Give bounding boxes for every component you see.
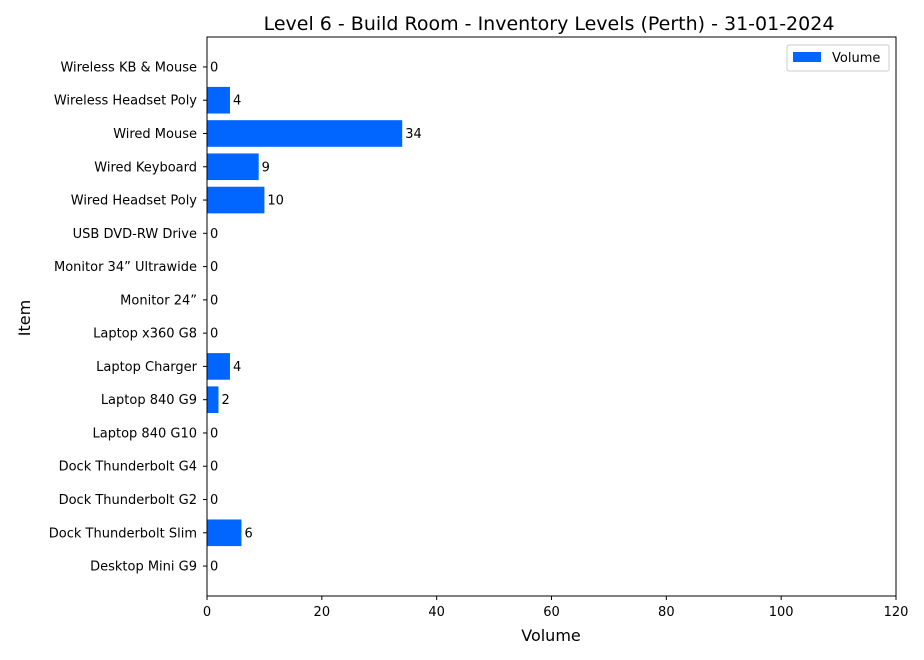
data-label: 2 bbox=[221, 393, 229, 408]
data-label: 0 bbox=[210, 426, 218, 441]
data-label: 0 bbox=[210, 227, 218, 242]
y-tick-label: Dock Thunderbolt G4 bbox=[59, 460, 197, 475]
x-tick-label: 100 bbox=[769, 605, 794, 620]
y-tick-label: Wired Headset Poly bbox=[71, 194, 198, 209]
data-label: 4 bbox=[233, 94, 241, 109]
x-tick-label: 20 bbox=[314, 605, 331, 620]
data-label: 0 bbox=[210, 493, 218, 508]
bar bbox=[207, 120, 403, 147]
x-tick-label: 60 bbox=[543, 605, 560, 620]
y-tick-label: USB DVD-RW Drive bbox=[73, 227, 197, 242]
y-axis-label: Item bbox=[15, 300, 34, 336]
chart-title: Level 6 - Build Room - Inventory Levels … bbox=[264, 13, 835, 35]
data-label: 34 bbox=[405, 127, 422, 142]
x-tick-label: 0 bbox=[203, 605, 211, 620]
plot-frame bbox=[206, 36, 897, 597]
y-tick-label: Wired Mouse bbox=[113, 127, 197, 142]
data-label: 10 bbox=[267, 194, 284, 209]
data-label: 0 bbox=[210, 327, 218, 342]
y-tick-label: Laptop Charger bbox=[96, 360, 198, 375]
x-tick-label: 120 bbox=[884, 605, 909, 620]
data-label: 0 bbox=[210, 260, 218, 275]
y-tick-label: Wired Keyboard bbox=[94, 160, 197, 175]
data-label: 0 bbox=[210, 560, 218, 575]
y-tick-label: Dock Thunderbolt Slim bbox=[49, 526, 197, 541]
legend-label-volume: Volume bbox=[832, 51, 880, 66]
data-label: 9 bbox=[262, 160, 270, 175]
bar bbox=[207, 186, 265, 214]
bar bbox=[207, 386, 219, 413]
y-tick-label: Desktop Mini G9 bbox=[90, 560, 197, 575]
y-tick-label: Monitor 24” bbox=[120, 293, 197, 308]
data-label: 0 bbox=[210, 293, 218, 308]
bar bbox=[207, 86, 230, 114]
bar bbox=[207, 519, 242, 547]
y-tick-label: Wireless Headset Poly bbox=[54, 94, 197, 109]
y-tick-label: Laptop 840 G9 bbox=[101, 393, 197, 408]
x-axis-label: Volume bbox=[521, 626, 581, 645]
y-tick-label: Monitor 34” Ultrawide bbox=[54, 260, 197, 275]
legend: Volume bbox=[786, 44, 890, 72]
y-tick-label: Laptop x360 G8 bbox=[93, 327, 197, 342]
data-label: 4 bbox=[233, 360, 241, 375]
bar bbox=[207, 153, 259, 181]
data-label: 0 bbox=[210, 460, 218, 475]
y-tick-label: Laptop 840 G10 bbox=[93, 426, 197, 441]
legend-frame bbox=[786, 44, 890, 72]
data-label: 0 bbox=[210, 60, 218, 75]
legend-swatch bbox=[793, 52, 821, 62]
bar bbox=[207, 353, 230, 380]
x-tick-label: 40 bbox=[428, 605, 445, 620]
data-label: 6 bbox=[244, 526, 252, 541]
y-tick-label: Dock Thunderbolt G2 bbox=[59, 493, 197, 508]
x-tick-label: 80 bbox=[658, 605, 675, 620]
y-tick-label: Wireless KB & Mouse bbox=[60, 60, 197, 75]
